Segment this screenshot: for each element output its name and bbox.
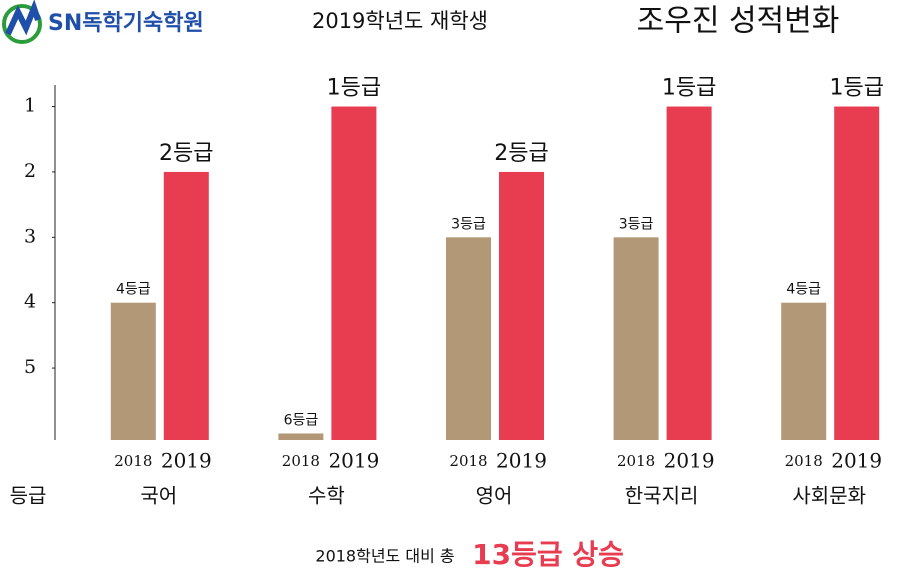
- value-label: 3등급: [619, 216, 654, 232]
- bar: [446, 237, 491, 440]
- bar: [278, 433, 324, 440]
- x-tick-label: 수학: [308, 484, 345, 508]
- logo-icon: [2, 0, 42, 44]
- logo-text: SN독학기숙학원: [48, 11, 204, 36]
- bar: [781, 302, 827, 440]
- bar: [331, 106, 377, 441]
- series-label: 2019: [328, 449, 379, 473]
- footer-highlight: 13등급 상승: [472, 538, 624, 571]
- chart-subtitle: 2019학년도 재학생: [312, 9, 488, 33]
- y-tick-label: 5: [24, 356, 36, 378]
- y-tick-label: 2: [24, 160, 36, 182]
- x-tick-label: 영어: [476, 484, 513, 508]
- series-label: 2018: [785, 452, 823, 470]
- y-tick-label: 4: [24, 291, 36, 313]
- x-tick-label: 사회문화: [792, 484, 866, 508]
- x-tick-label: 한국지리: [625, 484, 699, 508]
- series-label: 2019: [496, 449, 547, 473]
- series-label: 2019: [664, 449, 715, 473]
- chart-title: 조우진 성적변화: [637, 4, 840, 39]
- series-label: 2018: [617, 452, 655, 470]
- series-label: 2018: [282, 452, 320, 470]
- value-label: 4등급: [116, 282, 151, 298]
- y-axis-label: 등급: [10, 484, 47, 508]
- footer-text: 2018학년도 대비 총: [315, 547, 454, 566]
- value-label: 2등급: [494, 141, 548, 166]
- bar: [499, 171, 544, 440]
- series-label: 2019: [831, 449, 882, 473]
- x-tick-label: 국어: [140, 484, 177, 508]
- value-label: 2등급: [159, 141, 213, 166]
- series-label: 2018: [449, 452, 487, 470]
- bar: [666, 106, 712, 441]
- value-label: 1등급: [327, 76, 381, 101]
- series-label: 2018: [114, 452, 152, 470]
- value-label: 4등급: [786, 282, 821, 298]
- bar: [834, 106, 880, 441]
- bar: [613, 237, 659, 440]
- value-label: 3등급: [451, 216, 486, 232]
- bar: [110, 302, 156, 440]
- bar: [163, 171, 209, 440]
- y-tick-label: 3: [24, 225, 36, 247]
- value-label: 6등급: [284, 412, 319, 428]
- y-tick-label: 1: [24, 95, 36, 117]
- series-label: 2019: [161, 449, 212, 473]
- value-label: 1등급: [829, 76, 883, 101]
- value-label: 1등급: [662, 76, 716, 101]
